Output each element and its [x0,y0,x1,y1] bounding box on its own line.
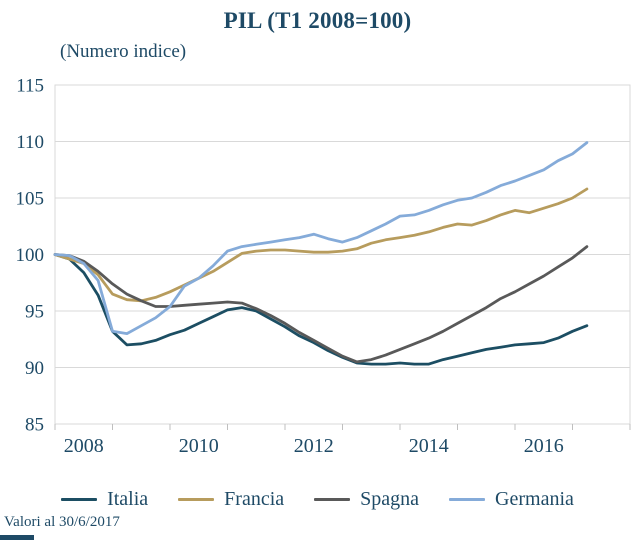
x-axis-tick-label: 2008 [64,435,104,457]
legend-label-spagna: Spagna [360,488,420,510]
x-axis-tick-label: 2016 [524,435,564,457]
page-corner-decoration [0,535,34,540]
legend-swatch-italia [61,498,98,501]
gdp-line-chart: 85 90 95 100 105 110 115 2008 2010 2012 2014 2016 [16,76,631,457]
y-axis-tick-label: 100 [16,245,45,266]
legend-item-germania: Germania [449,488,574,511]
legend-swatch-spagna [314,498,351,501]
legend-swatch-francia [178,498,215,501]
y-axis-tick-label: 110 [16,132,44,153]
legend-item-spagna: Spagna [314,488,419,511]
y-axis-tick-label: 115 [16,76,44,97]
chart-legend: Italia Francia Spagna Germania [0,488,635,511]
legend-label-francia: Francia [224,488,285,510]
series-line-italia [53,253,589,366]
series-line-francia [53,187,589,303]
chart-subtitle: (Numero indice) [60,41,187,62]
legend-label-germania: Germania [495,488,574,510]
legend-swatch-germania [449,498,486,501]
y-axis-tick-label: 85 [25,415,44,436]
x-axis-tick-label: 2014 [409,435,449,457]
legend-label-italia: Italia [107,488,149,510]
chart-title: PIL (T1 2008=100) [223,8,412,33]
y-axis-tick-label: 105 [16,189,45,210]
series-line-spagna [53,245,589,364]
series-line-germania [53,141,589,336]
y-axis-tick-label: 95 [25,302,44,323]
x-axis-tick-label: 2012 [294,435,334,457]
x-axis-tick-label: 2010 [179,435,219,457]
legend-item-francia: Francia [178,488,284,511]
y-axis-tick-label: 90 [25,358,44,379]
footnote: Valori al 30/6/2017 [4,514,120,530]
legend-item-italia: Italia [61,488,148,511]
